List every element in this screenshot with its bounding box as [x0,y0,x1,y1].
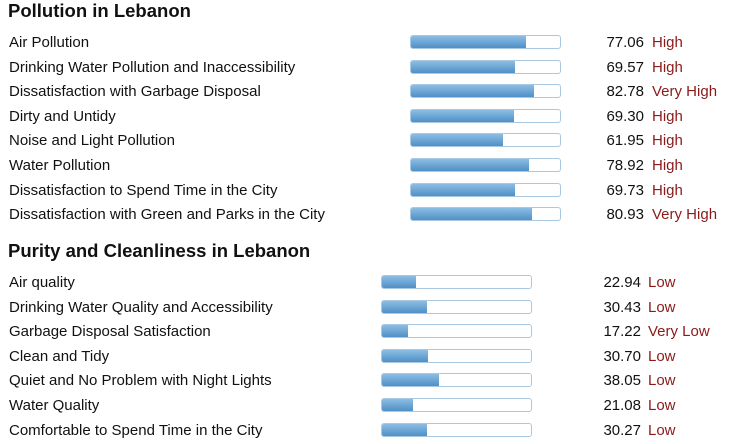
metric-level: Low [648,347,676,365]
metric-value: 30.27 [603,421,641,439]
metric-label: Dissatisfaction with Garbage Disposal [9,83,261,101]
section-title: Pollution in Lebanon [8,0,191,21]
metric-bar [410,158,561,172]
metric-level: Low [648,298,676,316]
metric-bar [410,207,561,222]
metric-value: 80.93 [606,206,644,224]
metric-bar [381,398,532,412]
metric-bar-fill [411,36,526,48]
metric-row: Noise and Light Pollution 61.95 High [0,129,750,153]
metric-label: Comfortable to Spend Time in the City [9,421,263,439]
metric-value: 69.30 [606,107,644,125]
metric-value: 17.22 [603,323,641,341]
metric-bar [410,182,561,197]
metric-row: Dirty and Untidy 69.30 High [0,105,750,129]
metric-label: Noise and Light Pollution [9,132,175,150]
metric-label: Water Pollution [9,157,111,174]
metric-level: High [652,181,683,199]
metric-level: Low [648,274,676,291]
metric-label: Dissatisfaction with Green and Parks in … [9,206,325,224]
metric-bar-fill [411,183,515,196]
metric-row: Water Pollution 78.92 High [0,154,750,178]
metric-row: Water Quality 21.08 Low [0,394,750,418]
metric-level: Low [648,372,676,390]
metric-level: Very High [652,83,718,101]
metric-label: Clean and Tidy [9,347,110,365]
metric-row: Air quality 22.94 Low [0,271,750,295]
metric-value: 69.57 [606,58,644,76]
metric-label: Drinking Water Pollution and Inaccessibi… [9,58,296,76]
metric-level: High [652,132,683,150]
metric-row: Dissatisfaction with Green and Parks in … [0,203,750,227]
metric-label: Dissatisfaction to Spend Time in the Cit… [9,181,278,199]
metric-row: Comfortable to Spend Time in the City 30.… [0,419,750,443]
metric-label: Air quality [9,274,75,291]
metric-value: 30.70 [603,347,641,365]
metric-row: Drinking Water Pollution and Inaccessibi… [0,56,750,80]
metric-bar [381,348,532,363]
metric-bar-fill [411,60,515,73]
metric-label: Dirty and Untidy [9,107,116,125]
metric-level: High [652,157,683,174]
metric-label: Air Pollution [9,34,90,51]
metric-level: Low [648,397,676,414]
metric-value: 21.08 [603,397,641,414]
metric-label: Garbage Disposal Satisfaction [9,323,211,341]
metric-value: 61.95 [606,132,644,150]
metric-level: Very High [652,206,718,224]
metric-bar [410,133,561,148]
metric-bar [381,422,532,437]
metric-value: 69.73 [606,181,644,199]
metric-bar-fill [411,159,529,171]
metric-level: Very Low [648,323,710,341]
metric-bar-fill [382,300,428,313]
metric-row: Dissatisfaction with Garbage Disposal 82.… [0,80,750,104]
metric-label: Water Quality [9,397,100,414]
metric-bar [381,275,532,289]
metric-label: Drinking Water Quality and Accessibility [9,298,273,316]
metric-bar-fill [411,85,535,98]
metric-row: Air Pollution 77.06 High [0,31,750,55]
metric-bar [410,84,561,99]
metric-value: 38.05 [603,372,641,390]
metric-value: 30.43 [603,298,641,316]
metric-level: High [652,107,683,125]
metric-bar [381,299,532,314]
metric-bar-fill [411,208,532,221]
metric-level: High [652,58,683,76]
section-title: Purity and Cleanliness in Lebanon [8,240,311,261]
metric-bar [410,59,561,74]
metric-row: Clean and Tidy 30.70 Low [0,345,750,369]
metric-value: 22.94 [603,274,641,291]
metric-bar-fill [382,399,414,411]
metric-row: Dissatisfaction to Spend Time in the Cit… [0,179,750,203]
metric-bar-fill [411,134,504,147]
metric-bar [381,324,532,339]
metric-bar [410,35,561,49]
metric-value: 82.78 [606,83,644,101]
metric-row: Garbage Disposal Satisfaction 17.22 Very L… [0,320,750,344]
metric-value: 77.06 [606,34,644,51]
metric-bar-fill [382,423,428,436]
metric-bar-fill [382,325,408,338]
metric-row: Drinking Water Quality and Accessibility… [0,296,750,320]
metric-bar-fill [382,349,428,362]
metric-label: Quiet and No Problem with Night Lights [9,372,272,390]
metric-bar [410,108,561,123]
metric-level: Low [648,421,676,439]
metric-level: High [652,34,683,51]
metric-bar-fill [382,374,439,387]
metric-row: Quiet and No Problem with Night Lights 38… [0,369,750,393]
metric-bar [381,373,532,388]
metric-value: 78.92 [606,157,644,174]
metric-bar-fill [382,276,417,288]
metric-bar-fill [411,109,515,122]
